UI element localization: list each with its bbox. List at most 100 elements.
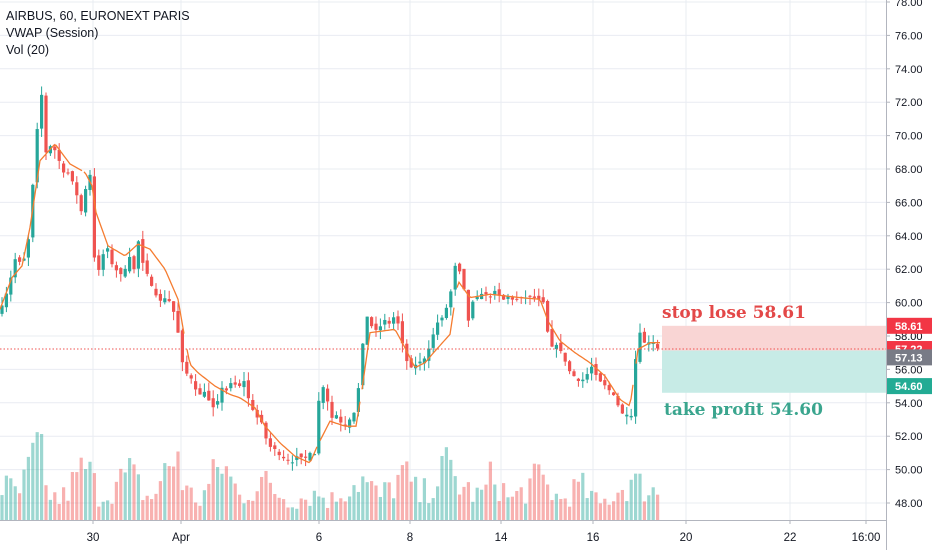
price-candle[interactable] [326, 384, 330, 411]
price-candle[interactable] [554, 342, 558, 358]
price-candle[interactable] [304, 450, 308, 467]
take-profit-zone[interactable] [662, 350, 886, 393]
price-candle[interactable] [453, 262, 457, 296]
price-candle[interactable] [378, 318, 382, 340]
price-candle[interactable] [638, 323, 642, 364]
price-candle[interactable] [308, 451, 312, 462]
price-candle[interactable] [185, 355, 189, 377]
price-candle[interactable] [550, 320, 554, 348]
price-candle[interactable] [532, 288, 536, 302]
price-candle[interactable] [449, 289, 453, 316]
price-candle[interactable] [268, 433, 272, 452]
price-candle[interactable] [132, 254, 136, 274]
price-candle[interactable] [136, 240, 140, 278]
price-candle[interactable] [154, 283, 158, 298]
price-candle[interactable] [392, 312, 396, 331]
stop-loss-zone[interactable] [662, 325, 886, 351]
price-candle[interactable] [572, 369, 576, 377]
price-candle[interactable] [290, 455, 294, 471]
price-candle[interactable] [581, 372, 585, 388]
price-candle[interactable] [352, 412, 356, 424]
price-candle[interactable] [145, 253, 149, 277]
price-candle[interactable] [480, 288, 484, 300]
price-candle[interactable] [114, 261, 118, 278]
symbol-title[interactable]: AIRBUS, 60, EURONEXT PARIS [6, 9, 190, 23]
price-candle[interactable] [198, 383, 202, 395]
price-candle[interactable] [40, 86, 44, 137]
price-candle[interactable] [515, 291, 519, 302]
price-candle[interactable] [339, 409, 343, 432]
entry-price-tag[interactable]: 57.13 [887, 349, 932, 366]
price-candle[interactable] [625, 407, 629, 425]
price-candle[interactable] [436, 314, 440, 340]
price-candle[interactable] [180, 328, 184, 372]
price-candle[interactable] [26, 234, 30, 267]
price-candle[interactable] [75, 176, 79, 204]
price-candle[interactable] [158, 289, 162, 308]
price-candle[interactable] [176, 302, 180, 333]
price-candle[interactable] [317, 392, 321, 456]
price-candle[interactable] [255, 404, 259, 425]
price-candle[interactable] [475, 290, 479, 301]
price-candle[interactable] [488, 293, 492, 304]
price-candle[interactable] [18, 255, 22, 266]
price-candle[interactable] [220, 381, 224, 411]
price-candle[interactable] [462, 268, 466, 291]
price-candle[interactable] [216, 394, 220, 409]
target-price-tag[interactable]: 54.60 [887, 378, 932, 395]
price-candle[interactable] [440, 315, 444, 327]
price-candle[interactable] [431, 327, 435, 353]
price-candle[interactable] [458, 262, 462, 275]
volume-indicator-label[interactable]: Vol (20) [6, 43, 50, 57]
price-candle[interactable] [0, 297, 4, 317]
price-candle[interactable] [559, 333, 563, 354]
price-candle[interactable] [189, 373, 193, 384]
price-candle[interactable] [629, 408, 633, 421]
price-candle[interactable] [53, 143, 57, 159]
price-candle[interactable] [273, 442, 277, 456]
price-candle[interactable] [370, 316, 374, 329]
price-candle[interactable] [277, 449, 281, 461]
price-candle[interactable] [246, 372, 250, 407]
price-candle[interactable] [330, 395, 334, 425]
price-candle[interactable] [343, 416, 347, 431]
price-candle[interactable] [590, 357, 594, 381]
price-candle[interactable] [141, 230, 145, 271]
price-candle[interactable] [537, 288, 541, 307]
price-candle[interactable] [211, 390, 215, 417]
price-candle[interactable] [568, 359, 572, 375]
price-candle[interactable] [264, 421, 268, 445]
price-candle[interactable] [282, 450, 286, 461]
price-candle[interactable] [62, 160, 66, 178]
price-candle[interactable] [66, 168, 70, 176]
price-candle[interactable] [106, 244, 110, 259]
price-candle[interactable] [92, 168, 96, 262]
price-candle[interactable] [594, 357, 598, 381]
price-candle[interactable] [70, 170, 74, 185]
price-candle[interactable] [13, 252, 17, 284]
price-candle[interactable] [194, 374, 198, 396]
price-candle[interactable] [334, 411, 338, 419]
price-candle[interactable] [9, 270, 13, 302]
price-candle[interactable] [493, 285, 497, 300]
price-candle[interactable] [167, 290, 171, 303]
price-candle[interactable] [444, 304, 448, 320]
price-candle[interactable] [119, 267, 123, 282]
price-candle[interactable] [612, 391, 616, 396]
price-candle[interactable] [396, 310, 400, 331]
price-candle[interactable] [484, 286, 488, 302]
price-candle[interactable] [502, 293, 506, 301]
price-candle[interactable] [409, 354, 413, 369]
price-candle[interactable] [150, 274, 154, 287]
vwap-indicator-label[interactable]: VWAP (Session) [6, 26, 99, 40]
price-candle[interactable] [546, 299, 550, 333]
price-candle[interactable] [383, 313, 387, 330]
price-candle[interactable] [242, 372, 246, 397]
price-candle[interactable] [418, 352, 422, 371]
stop-price-tag[interactable]: 58.61 [887, 317, 932, 334]
price-candle[interactable] [528, 294, 532, 305]
price-candle[interactable] [400, 313, 404, 353]
price-candle[interactable] [506, 293, 510, 305]
